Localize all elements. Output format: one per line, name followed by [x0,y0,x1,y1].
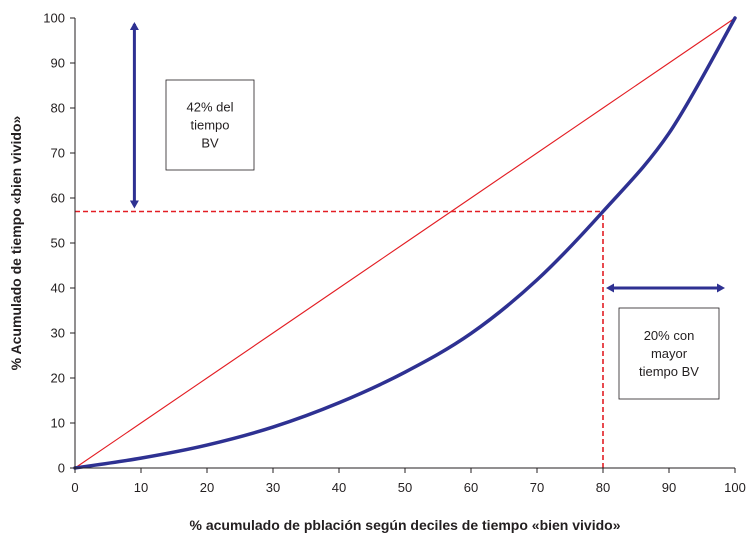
y-tick-label: 70 [51,146,65,161]
y-tick-label: 50 [51,236,65,251]
x-tick-label: 0 [71,480,78,495]
y-axis-ticks: 0 10 20 30 40 50 60 70 80 90 100 [43,11,75,476]
annotation-text: 42% del [187,100,234,115]
annotation-text: tiempo BV [639,364,699,379]
annotation-text: 20% con [644,328,695,343]
annotation-text: mayor [651,346,688,361]
y-tick-label: 40 [51,281,65,296]
annotation-text: BV [201,136,219,151]
x-tick-label: 90 [662,480,676,495]
x-tick-label: 100 [724,480,746,495]
y-tick-label: 10 [51,416,65,431]
y-tick-label: 90 [51,56,65,71]
x-tick-label: 80 [596,480,610,495]
x-tick-label: 30 [266,480,280,495]
arrowhead [606,283,614,293]
y-tick-label: 30 [51,326,65,341]
x-tick-label: 70 [530,480,544,495]
x-tick-label: 20 [200,480,214,495]
x-axis-ticks: 0 10 20 30 40 50 60 70 80 90 100 [71,468,746,495]
lorenz-curve-line [73,16,737,470]
y-tick-label: 0 [58,461,65,476]
x-tick-label: 50 [398,480,412,495]
x-tick-label: 10 [134,480,148,495]
y-tick-label: 20 [51,371,65,386]
arrowhead [129,200,139,209]
annotation-box [165,79,255,171]
arrowhead [717,283,725,293]
y-axis-label: % Acumulado de tiempo «bien vivido» [8,115,24,370]
annotation-box [618,307,720,400]
annotation-text: tiempo [190,118,229,133]
y-tick-label: 60 [51,191,65,206]
y-tick-label: 80 [51,101,65,116]
x-axis-label: % acumulado de pblación según deciles de… [190,517,621,533]
y-tick-label: 100 [43,11,65,26]
x-tick-label: 60 [464,480,478,495]
arrowhead [129,22,139,30]
x-tick-label: 40 [332,480,346,495]
equality-line [74,17,736,469]
